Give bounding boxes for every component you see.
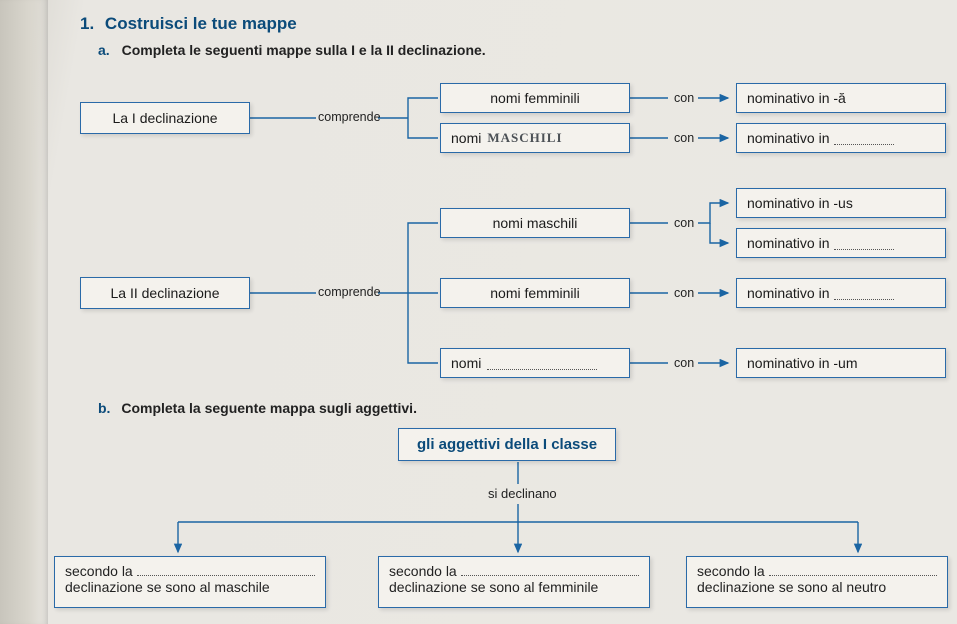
root-decl-2: La II declinazione <box>80 277 250 309</box>
part-a-header: a. Completa le seguenti mappe sulla I e … <box>98 42 937 58</box>
mid-nomi-femminili-2: nomi femminili <box>440 278 630 308</box>
verb-declinano: si declinano <box>488 486 557 501</box>
right-nom-blank-3-pre: nominativo in <box>747 285 830 301</box>
right-nom-us-label: nominativo in -us <box>747 195 853 211</box>
mid-nomi-blank-2-pre: nomi <box>451 355 481 371</box>
leaf-neutro-line2: declinazione se sono al neutro <box>697 579 937 595</box>
leaf-neutro: secondo la declinazione se sono al neutr… <box>686 556 948 608</box>
right-nom-blank-1-pre: nominativo in <box>747 130 830 146</box>
part-a-letter: a. <box>98 42 110 58</box>
blank-line[interactable] <box>487 356 597 370</box>
mid-nomi-femminili-2-label: nomi femminili <box>490 285 579 301</box>
verb-comprende-1: comprende <box>318 110 381 124</box>
blank-line[interactable] <box>834 236 894 250</box>
right-nom-a: nominativo in -ă <box>736 83 946 113</box>
mid-nomi-blank-2: nomi <box>440 348 630 378</box>
mid-nomi-maschili: nomi maschili <box>440 208 630 238</box>
blank-line[interactable] <box>834 286 894 300</box>
part-a-prompt: Completa le seguenti mappe sulla I e la … <box>122 42 486 58</box>
right-nom-blank-2: nominativo in <box>736 228 946 258</box>
mid-nomi-maschili-label: nomi maschili <box>493 215 578 231</box>
leaf-neutro-pre: secondo la <box>697 563 765 579</box>
right-nom-blank-2-pre: nominativo in <box>747 235 830 251</box>
leaf-femminile-line2: declinazione se sono al femminile <box>389 579 639 595</box>
leaf-femminile: secondo la declinazione se sono al femmi… <box>378 556 650 608</box>
con-label-3: con <box>674 216 694 230</box>
leaf-maschile-pre: secondo la <box>65 563 133 579</box>
verb-comprende-2: comprende <box>318 285 381 299</box>
map-a: La I declinazione comprende La II declin… <box>78 68 957 398</box>
con-label-4: con <box>674 286 694 300</box>
con-label-1: con <box>674 91 694 105</box>
leaf-femminile-pre: secondo la <box>389 563 457 579</box>
mid-nomi-femminili-1-label: nomi femminili <box>490 90 579 106</box>
right-nom-us: nominativo in -us <box>736 188 946 218</box>
root-decl-1-label: La I declinazione <box>112 110 217 126</box>
blank-line[interactable] <box>137 563 315 576</box>
map-b: gli aggettivi della I classe si declinan… <box>78 426 957 616</box>
mid-nomi-blank-1: nomi MASCHILI <box>440 123 630 153</box>
blank-line[interactable] <box>769 563 937 576</box>
right-nom-a-label: nominativo in -ă <box>747 90 846 106</box>
root-decl-1: La I declinazione <box>80 102 250 134</box>
right-nom-blank-3: nominativo in <box>736 278 946 308</box>
right-nom-um-label: nominativo in -um <box>747 355 858 371</box>
exercise-title-text: Costruisci le tue mappe <box>105 14 297 33</box>
leaf-maschile: secondo la declinazione se sono al masch… <box>54 556 326 608</box>
worksheet-page: 1. Costruisci le tue mappe a. Completa l… <box>0 0 957 624</box>
right-nom-blank-1: nominativo in <box>736 123 946 153</box>
right-nom-um: nominativo in -um <box>736 348 946 378</box>
mid-nomi-blank-1-hand: MASCHILI <box>487 130 562 146</box>
part-b-letter: b. <box>98 400 110 416</box>
root-decl-2-label: La II declinazione <box>111 285 220 301</box>
exercise-number: 1. <box>80 14 94 33</box>
con-label-2: con <box>674 131 694 145</box>
mid-nomi-blank-1-pre: nomi <box>451 130 481 146</box>
part-b-header: b. Completa la seguente mappa sugli agge… <box>98 400 937 416</box>
blank-line[interactable] <box>834 131 894 145</box>
blank-line[interactable] <box>461 563 639 576</box>
adjectives-root: gli aggettivi della I classe <box>398 428 616 461</box>
part-b-prompt: Completa la seguente mappa sugli aggetti… <box>121 400 417 416</box>
mid-nomi-femminili-1: nomi femminili <box>440 83 630 113</box>
exercise-title: 1. Costruisci le tue mappe <box>80 14 937 34</box>
con-label-5: con <box>674 356 694 370</box>
leaf-maschile-line2: declinazione se sono al maschile <box>65 579 315 595</box>
adjectives-root-label: gli aggettivi della I classe <box>417 436 597 453</box>
